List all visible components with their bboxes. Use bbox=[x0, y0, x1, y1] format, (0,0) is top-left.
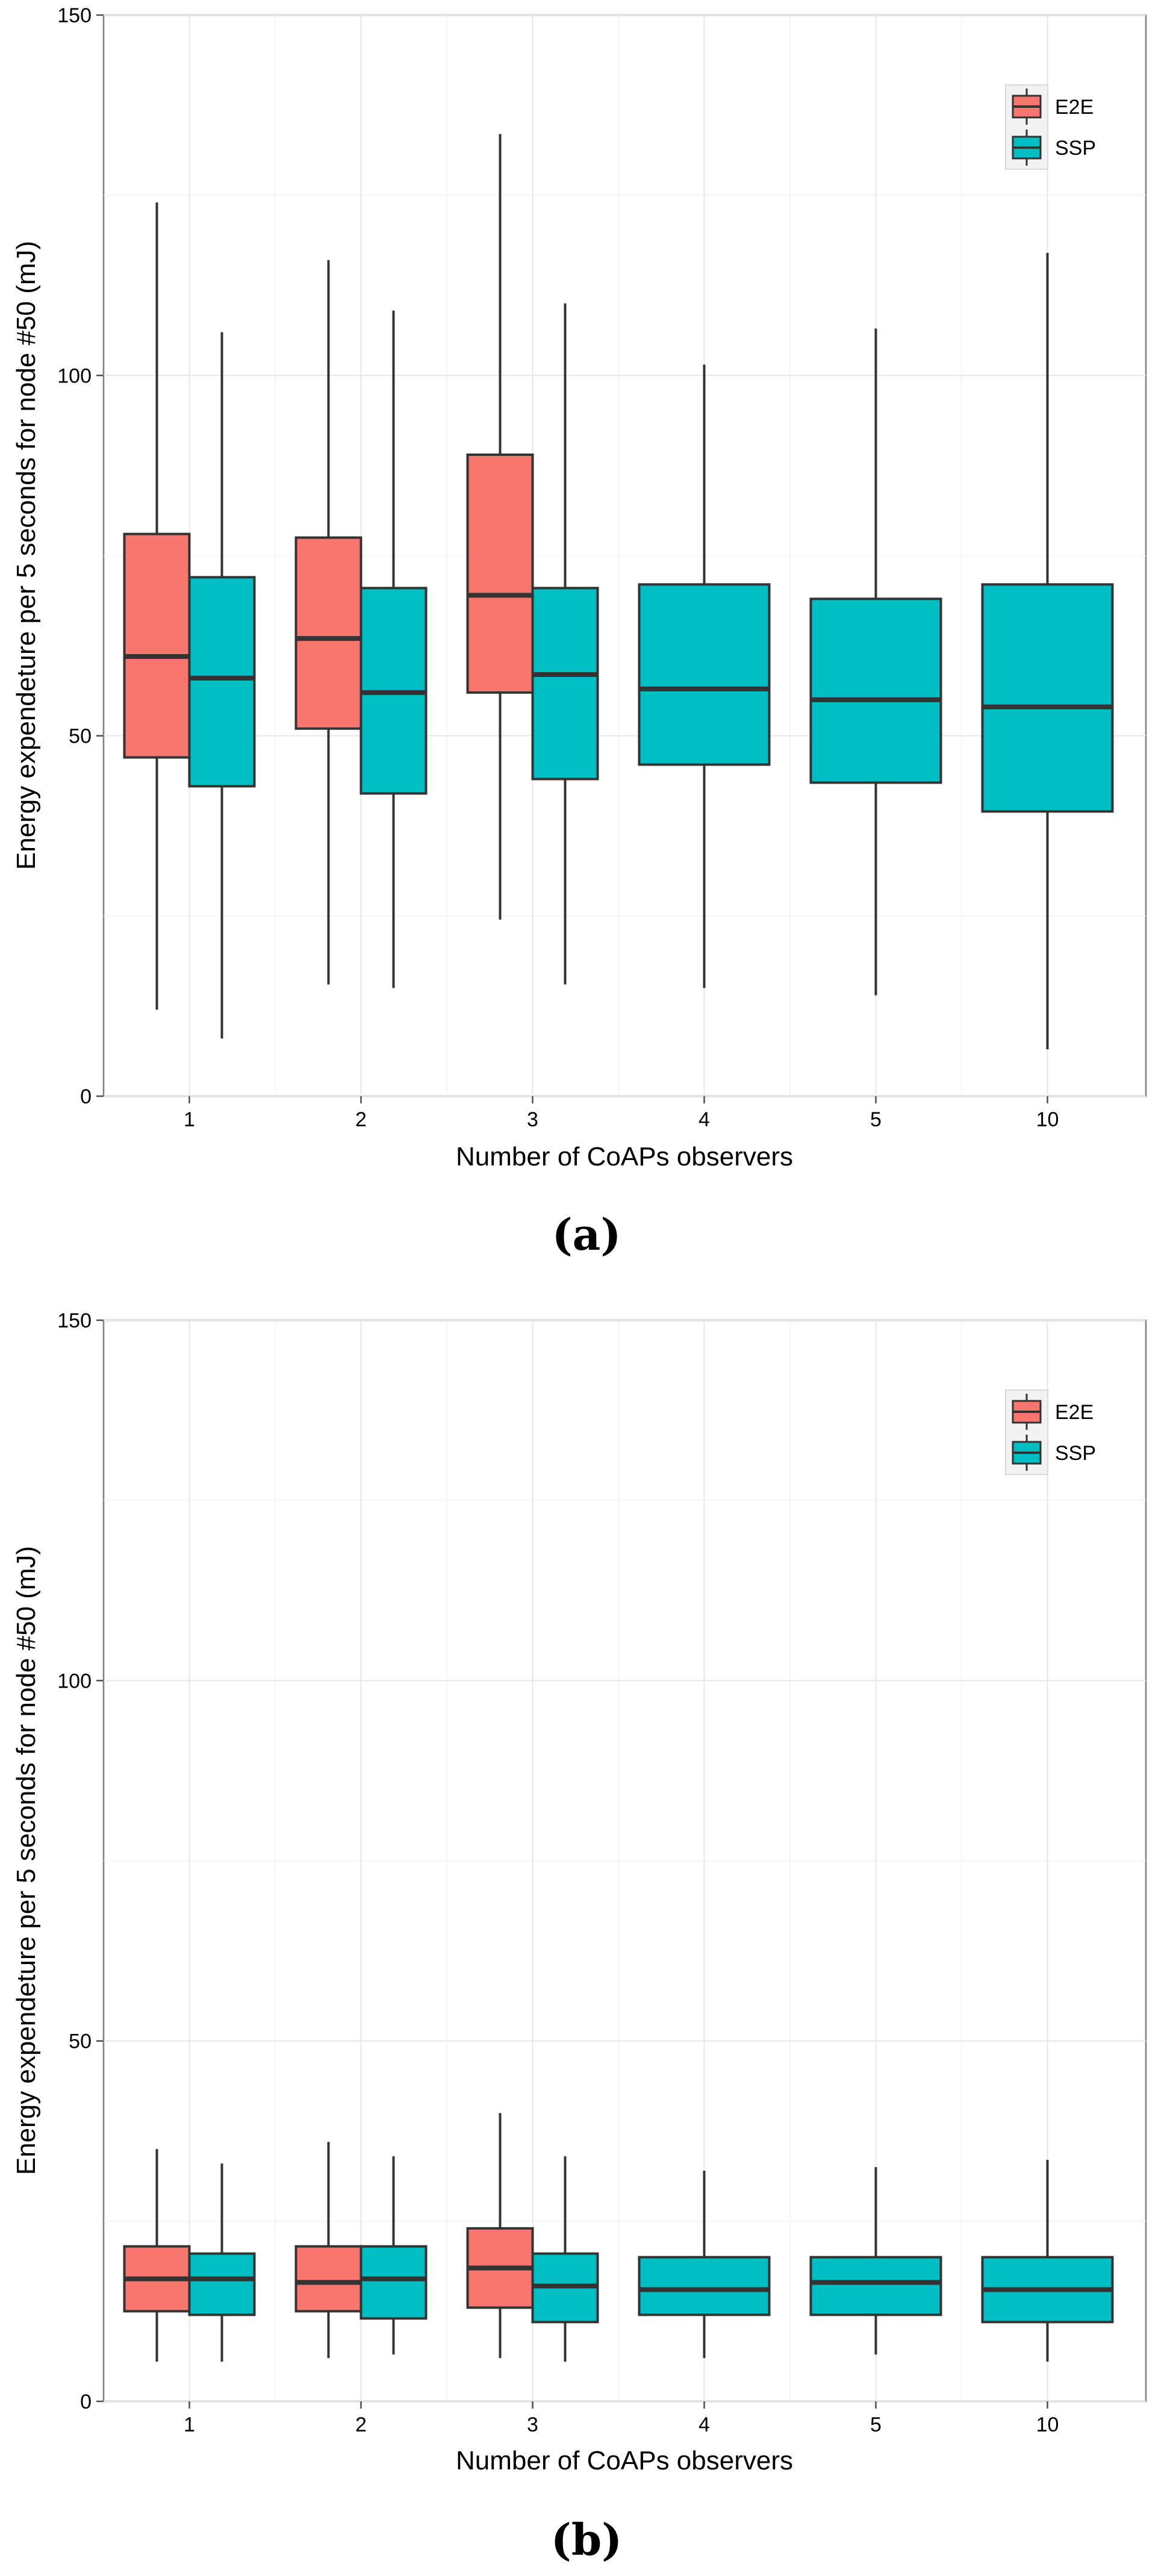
box-ssp-4 bbox=[638, 2171, 771, 2359]
x-axis-ticks: 1 2 3 4 5 10 bbox=[184, 2401, 1059, 2436]
x-tick-label: 3 bbox=[527, 1108, 538, 1131]
box-iqr bbox=[359, 2245, 428, 2320]
box-iqr bbox=[638, 583, 771, 766]
box-iqr bbox=[531, 587, 599, 781]
chart-panel-a: 0 50 100 150 1 2 3 4 5 10 E2E SSP Number of CoAPs… bbox=[11, 4, 1147, 1260]
x-tick-label: 4 bbox=[699, 2413, 710, 2436]
x-axis-title: Number of CoAPs observers bbox=[456, 2446, 793, 2475]
legend-key-ssp bbox=[1012, 1435, 1042, 1471]
panel-label: (a) bbox=[552, 1209, 621, 1260]
x-tick-label: 5 bbox=[870, 2413, 882, 2436]
y-axis-title: Energy expendeture per 5 seconds for nod… bbox=[11, 241, 41, 870]
x-tick-label: 5 bbox=[870, 1108, 882, 1131]
box-iqr bbox=[466, 453, 534, 694]
legend-key-ssp bbox=[1012, 129, 1042, 166]
box-iqr bbox=[638, 2256, 771, 2316]
box-e2e-3 bbox=[466, 2113, 534, 2359]
x-tick-label: 10 bbox=[1036, 1108, 1059, 1131]
legend-key-e2e bbox=[1012, 1394, 1042, 1430]
box-ssp-10 bbox=[981, 252, 1114, 1050]
box-ssp-5 bbox=[809, 2167, 942, 2355]
x-tick-label: 1 bbox=[184, 2413, 195, 2436]
box-iqr bbox=[809, 2256, 942, 2316]
box-ssp-2 bbox=[359, 2156, 428, 2355]
y-tick-label: 150 bbox=[57, 1309, 92, 1332]
box-ssp-5 bbox=[809, 328, 942, 996]
minor-gridlines bbox=[104, 1320, 1146, 2401]
y-axis-ticks: 0 50 100 150 bbox=[57, 4, 104, 1108]
box-ssp-10 bbox=[981, 2160, 1114, 2362]
box-ssp-3 bbox=[531, 2156, 599, 2362]
box-ssp-1 bbox=[188, 2163, 256, 2362]
box-iqr bbox=[294, 536, 362, 730]
legend-label: SSP bbox=[1055, 137, 1096, 160]
legend-key-e2e bbox=[1012, 89, 1042, 125]
y-tick-label: 50 bbox=[69, 725, 92, 748]
box-ssp-1 bbox=[188, 332, 256, 1039]
x-axis-ticks: 1 2 3 4 5 10 bbox=[184, 1096, 1059, 1131]
box-ssp-2 bbox=[359, 310, 428, 988]
y-tick-label: 0 bbox=[80, 1085, 92, 1108]
panel-label: (b) bbox=[551, 2514, 622, 2565]
legend-label: E2E bbox=[1055, 1401, 1094, 1424]
y-tick-label: 100 bbox=[57, 364, 92, 387]
y-axis-title: Energy expendeture per 5 seconds for nod… bbox=[11, 1546, 41, 2175]
box-series bbox=[123, 2113, 1114, 2362]
x-tick-label: 1 bbox=[184, 1108, 195, 1131]
x-axis-title: Number of CoAPs observers bbox=[456, 1142, 793, 1171]
box-iqr bbox=[188, 576, 256, 788]
y-tick-label: 50 bbox=[69, 2030, 92, 2053]
minor-gridlines bbox=[104, 15, 1146, 1096]
box-iqr bbox=[294, 2245, 362, 2313]
box-ssp-3 bbox=[531, 303, 599, 985]
box-ssp-4 bbox=[638, 364, 771, 988]
box-e2e-1 bbox=[123, 202, 191, 1010]
legend: E2E SSP bbox=[1005, 84, 1096, 170]
x-tick-label: 2 bbox=[355, 2413, 367, 2436]
legend-label: E2E bbox=[1055, 96, 1094, 119]
y-axis-ticks: 0 50 100 150 bbox=[57, 1309, 104, 2413]
y-tick-label: 0 bbox=[80, 2390, 92, 2413]
x-tick-label: 4 bbox=[699, 1108, 710, 1131]
box-e2e-3 bbox=[466, 134, 534, 920]
x-tick-label: 10 bbox=[1036, 2413, 1059, 2436]
box-iqr bbox=[981, 583, 1114, 813]
x-tick-label: 3 bbox=[527, 2413, 538, 2436]
legend-label: SSP bbox=[1055, 1442, 1096, 1465]
box-series bbox=[123, 134, 1114, 1050]
x-tick-label: 2 bbox=[355, 1108, 367, 1131]
chart-panel-b: 0 50 100 150 1 2 3 4 5 10 E2E SSP Number of CoAPs… bbox=[11, 1309, 1147, 2565]
box-iqr bbox=[809, 597, 942, 784]
box-iqr bbox=[123, 532, 191, 759]
y-tick-label: 150 bbox=[57, 4, 92, 27]
y-tick-label: 100 bbox=[57, 1670, 92, 1692]
box-iqr bbox=[188, 2252, 256, 2316]
legend: E2E SSP bbox=[1005, 1389, 1096, 1475]
